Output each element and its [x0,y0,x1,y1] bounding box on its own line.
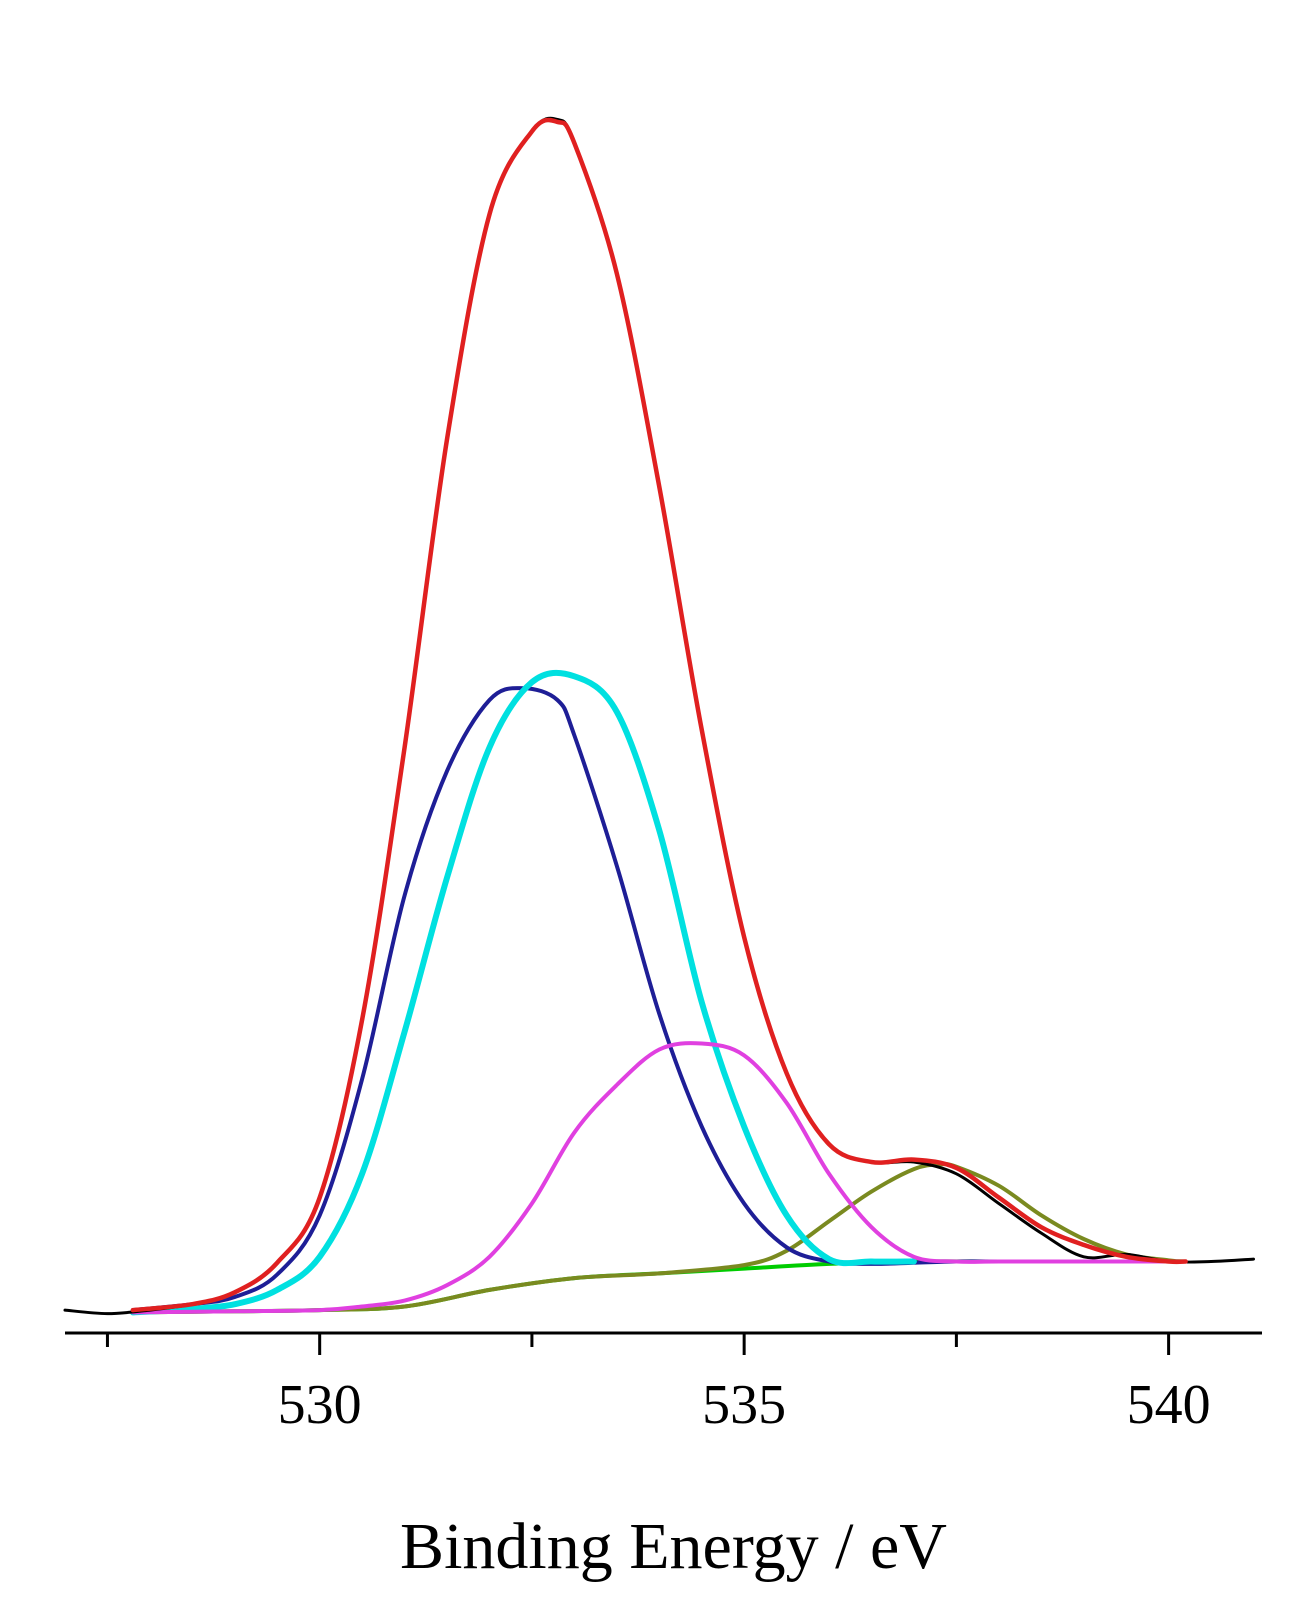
x-ticks [105,1333,1171,1355]
series-baseline [130,1259,1188,1315]
x-tick-labels: 530 535 540 [278,1374,1211,1436]
x-axis-title: Binding Energy / eV [400,1510,947,1583]
series-component-1 [130,686,1001,1313]
series-component-2 [129,669,917,1316]
x-axis: 530 535 540 [65,1331,1262,1436]
plot-area [63,116,1255,1316]
x-tick-label: 530 [278,1374,362,1436]
series-fit-envelope [130,117,1188,1313]
series-component-4 [130,1162,1188,1315]
x-tick-label: 535 [702,1374,786,1436]
series-measured-spectrum [63,116,1255,1316]
x-tick-label: 540 [1127,1374,1211,1436]
series-component-3 [130,1041,1188,1315]
